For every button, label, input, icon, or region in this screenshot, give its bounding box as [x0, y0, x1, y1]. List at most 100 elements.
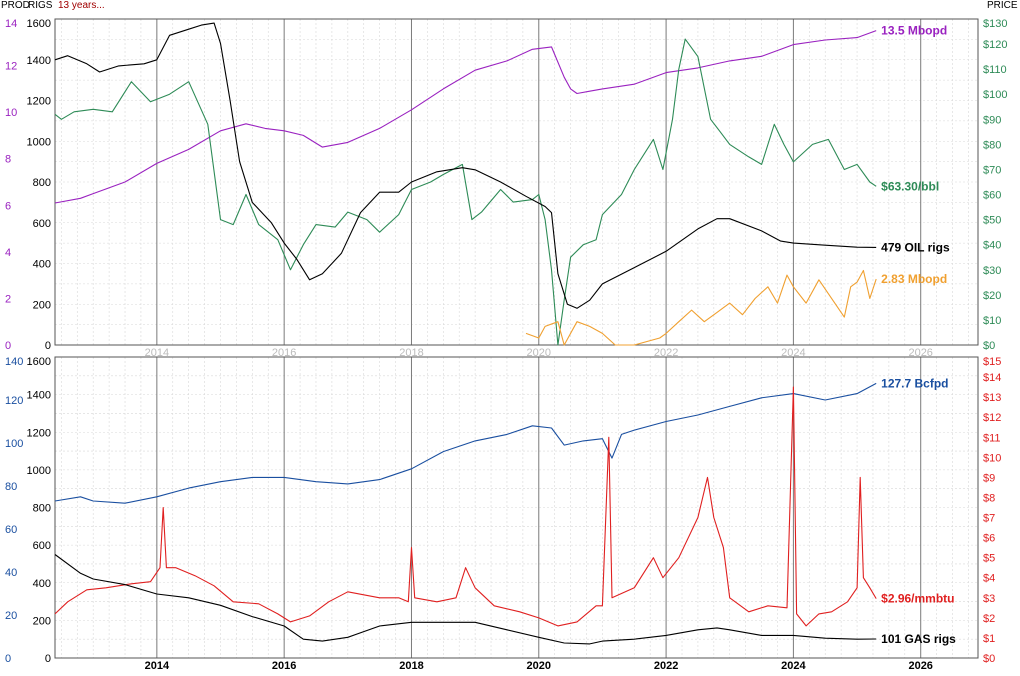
price-axis-tick: $0	[983, 653, 995, 665]
rigs-axis-tick: 400	[33, 578, 51, 590]
price-axis-tick: $1	[983, 633, 995, 645]
rigs-axis-tick: 1200	[27, 96, 51, 108]
price-axis-tick: $8	[983, 492, 995, 504]
price-axis-tick: $30	[983, 265, 1001, 277]
x-tick-label: 2026	[908, 347, 932, 359]
prod-axis-tick: 12	[5, 61, 17, 73]
x-tick-label: 2014	[145, 660, 170, 672]
rigs-axis-tick: 1600	[27, 18, 51, 30]
prod-axis-tick: 140	[5, 356, 23, 368]
prod-axis-tick: 20	[5, 610, 17, 622]
rigs-axis-tick: 1200	[27, 427, 51, 439]
series-end-label: $63.30/bbl	[881, 179, 939, 193]
x-tick-label: 2026	[908, 660, 932, 672]
x-tick-label: 2018	[399, 347, 423, 359]
price-axis-tick: $0	[983, 340, 995, 352]
series-end-label: 13.5 Mbopd	[881, 24, 947, 38]
rigs-axis-header: RIGS	[28, 0, 53, 11]
price-axis-tick: $6	[983, 533, 995, 545]
price-axis-tick: $90	[983, 114, 1001, 126]
price-axis-tick: $50	[983, 215, 1001, 227]
series-end-label: 2.83 Mbopd	[881, 272, 947, 286]
series-line	[54, 22, 877, 309]
series-line	[54, 554, 877, 645]
price-axis-tick: $40	[983, 240, 1001, 252]
series-end-label: 127.7 Bcfpd	[881, 376, 948, 390]
rigs-axis-tick: 800	[33, 503, 51, 515]
rigs-axis-tick: 1600	[27, 356, 51, 368]
rigs-axis-tick: 200	[33, 299, 51, 311]
series-end-label: $2.96/mmbtu	[881, 592, 954, 606]
price-axis-tick: $2	[983, 613, 995, 625]
x-tick-label: 2020	[527, 347, 551, 359]
rigs-axis-tick: 800	[33, 177, 51, 189]
price-axis-tick: $4	[983, 573, 995, 585]
price-axis-tick: $130	[983, 18, 1007, 30]
price-axis-tick: $80	[983, 139, 1001, 151]
price-axis-tick: $5	[983, 553, 995, 565]
prod-axis-tick: 120	[5, 395, 23, 407]
price-axis-header: PRICE	[987, 0, 1018, 11]
prod-axis-tick: 40	[5, 567, 17, 579]
plot-frame	[54, 18, 979, 346]
x-tick-label: 2014	[145, 347, 169, 359]
x-tick-label: 2016	[272, 347, 296, 359]
plot-frame	[54, 356, 979, 659]
price-axis-tick: $15	[983, 356, 1001, 368]
series-end-label: 479 OIL rigs	[881, 240, 950, 254]
price-axis-tick: $20	[983, 290, 1001, 302]
prod-axis-tick: 60	[5, 524, 17, 536]
price-axis-tick: $10	[983, 452, 1001, 464]
price-axis-tick: $13	[983, 392, 1001, 404]
prod-axis-tick: 0	[5, 340, 11, 352]
prod-axis-tick: 2	[5, 293, 11, 305]
price-axis-tick: $11	[983, 432, 1001, 444]
price-axis-tick: $9	[983, 472, 995, 484]
series-line	[54, 382, 877, 504]
rigs-axis-tick: 400	[33, 259, 51, 271]
x-tick-label: 2024	[781, 347, 805, 359]
price-axis-tick: $14	[983, 372, 1001, 384]
prod-axis-tick: 100	[5, 438, 23, 450]
series-line	[525, 269, 877, 346]
prod-axis-tick: 10	[5, 107, 17, 119]
price-axis-tick: $10	[983, 315, 1001, 327]
series-line	[54, 30, 877, 204]
oil-panel: 2014 2016 2018 2020 2022 2024 2026024681012140…	[5, 18, 1007, 359]
price-axis-tick: $7	[983, 513, 995, 525]
rigs-axis-tick: 0	[45, 653, 51, 665]
prod-axis-header: PROD	[1, 0, 30, 11]
price-axis-tick: $3	[983, 593, 995, 605]
prod-axis-tick: 14	[5, 18, 17, 30]
x-tick-label: 2022	[654, 660, 678, 672]
price-axis-tick: $120	[983, 39, 1007, 51]
gas-panel: 2014 2016 2018 2020 2022 2024 2026 0 20 40 60 80 100…	[5, 356, 1001, 672]
x-tick-label: 2022	[654, 347, 678, 359]
price-axis-tick: $110	[983, 64, 1007, 76]
years-header: 13 years...	[58, 0, 105, 11]
rigs-axis-tick: 600	[33, 540, 51, 552]
price-axis-tick: $60	[983, 190, 1001, 202]
rigs-axis-tick: 600	[33, 218, 51, 230]
x-tick-label: 2018	[399, 660, 423, 672]
price-axis-tick: $12	[983, 412, 1001, 424]
x-tick-label: 2024	[781, 660, 806, 672]
price-axis-tick: $70	[983, 164, 1001, 176]
rigs-axis-tick: 1400	[27, 390, 51, 402]
rigs-axis-tick: 1000	[27, 465, 51, 477]
rigs-axis-tick: 1400	[27, 55, 51, 67]
x-tick-label: 2016	[272, 660, 296, 672]
rigs-axis-tick: 0	[45, 340, 51, 352]
prod-axis-tick: 8	[5, 154, 11, 166]
series-line	[54, 386, 877, 627]
x-tick-label: 2020	[527, 660, 551, 672]
rigs-axis-tick: 1000	[27, 136, 51, 148]
prod-axis-tick: 6	[5, 200, 11, 212]
prod-axis-tick: 80	[5, 481, 17, 493]
prod-axis-tick: 4	[5, 247, 11, 259]
series-end-label: 101 GAS rigs	[881, 632, 956, 646]
rigs-axis-tick: 200	[33, 615, 51, 627]
prod-axis-tick: 0	[5, 653, 11, 665]
